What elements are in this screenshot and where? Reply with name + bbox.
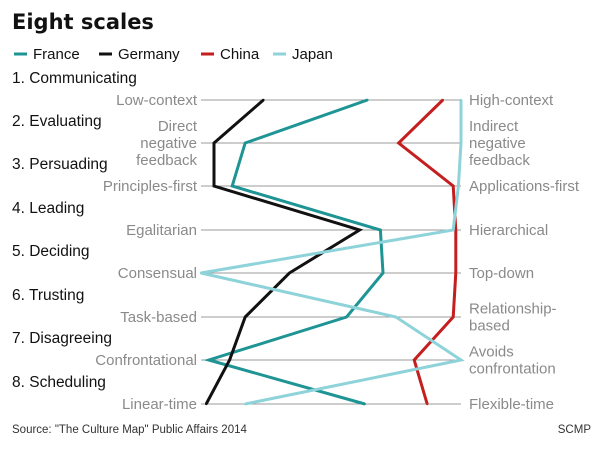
left-pole-label: Low-context <box>116 92 198 109</box>
right-pole-label: negative <box>469 135 526 152</box>
series-line-japan <box>200 100 465 406</box>
data-point-germany <box>244 315 247 319</box>
data-point-japan <box>394 315 398 319</box>
left-pole-label: Linear-time <box>122 396 197 413</box>
series-lines <box>199 98 465 406</box>
legend-label-france: France <box>33 46 80 63</box>
right-pole-label: Relationship- <box>469 301 557 318</box>
data-point-germany <box>262 98 265 102</box>
legend-label-china: China <box>220 46 260 63</box>
scale-label: 7. Disagreeing <box>12 330 112 347</box>
data-point-china <box>426 402 429 406</box>
series-line-germany <box>204 98 364 405</box>
data-point-japan <box>457 184 460 188</box>
data-point-france <box>381 271 385 275</box>
data-point-japan <box>459 98 463 102</box>
scale-label: 1. Communicating <box>12 70 137 87</box>
right-pole-label: Avoids <box>469 344 514 361</box>
scale-label: 4. Leading <box>12 200 84 217</box>
series-line-france <box>203 98 385 406</box>
data-point-japan <box>452 228 455 232</box>
right-pole-label: Top-down <box>469 265 534 282</box>
left-pole-label: feedback <box>136 152 197 169</box>
legend-label-germany: Germany <box>118 46 180 63</box>
scale-label: 6. Trusting <box>12 287 84 304</box>
data-point-japan <box>244 402 247 406</box>
left-pole-label: Principles-first <box>103 178 198 195</box>
right-pole-label: based <box>469 318 510 335</box>
credit-label: SCMP <box>558 424 592 436</box>
data-point-france <box>363 402 366 406</box>
source-note: Source: "The Culture Map" Public Affairs… <box>12 424 247 436</box>
data-point-japan <box>459 141 463 145</box>
data-point-france <box>244 141 247 145</box>
data-point-china <box>452 184 455 188</box>
data-point-china <box>413 358 416 362</box>
chart-title: Eight scales <box>12 10 154 34</box>
data-point-germany <box>212 141 216 145</box>
scale-rows: 1. Communicating Low-context High-context 2… <box>12 70 580 413</box>
left-pole-label: Consensual <box>118 265 197 282</box>
right-pole-label: High-context <box>469 92 554 109</box>
right-pole-label: Applications-first <box>469 178 580 195</box>
data-point-china <box>397 141 400 145</box>
left-pole-label: Confrontational <box>95 352 197 369</box>
scale-label: 3. Persuading <box>12 156 108 173</box>
data-point-france <box>379 228 382 232</box>
data-point-germany <box>228 358 231 362</box>
data-point-china <box>452 315 455 319</box>
right-pole-label: Indirect <box>469 118 519 135</box>
legend: France Germany China Japan <box>14 46 333 63</box>
data-point-japan <box>199 271 203 275</box>
legend-label-japan: Japan <box>292 46 333 63</box>
data-point-china <box>441 98 444 102</box>
data-point-france <box>345 315 348 319</box>
left-pole-label: Egalitarian <box>126 222 197 239</box>
series-line-china <box>396 98 458 405</box>
data-point-france <box>207 358 210 362</box>
data-point-germany <box>205 402 208 406</box>
data-point-china <box>454 271 457 275</box>
data-point-france <box>366 98 369 102</box>
data-point-germany <box>288 271 291 275</box>
right-pole-label: Flexible-time <box>469 396 554 413</box>
data-point-germany <box>358 228 361 232</box>
scale-label: 5. Deciding <box>12 243 90 260</box>
data-point-germany <box>212 184 216 188</box>
left-pole-label: negative <box>140 135 197 152</box>
data-point-china <box>454 228 457 232</box>
data-point-japan <box>459 358 463 362</box>
right-pole-label: feedback <box>469 152 530 169</box>
scale-label: 8. Scheduling <box>12 374 106 391</box>
right-pole-label: confrontation <box>469 361 556 378</box>
data-point-france <box>231 184 234 188</box>
right-pole-label: Hierarchical <box>469 222 548 239</box>
left-pole-label: Direct <box>158 118 198 135</box>
left-pole-label: Task-based <box>120 309 197 326</box>
scale-label: 2. Evaluating <box>12 113 102 130</box>
